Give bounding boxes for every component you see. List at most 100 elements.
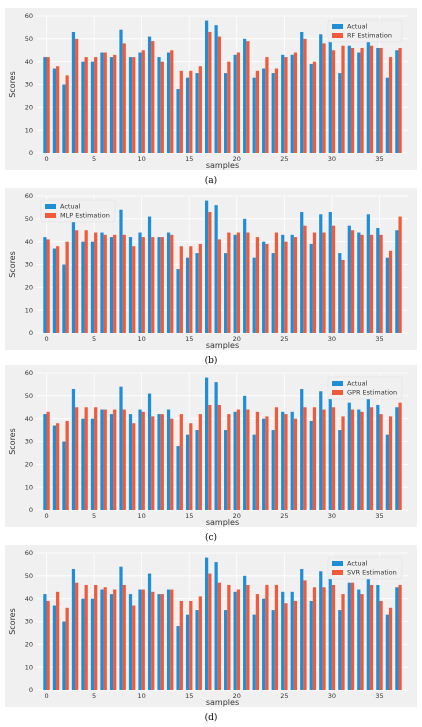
- bar-actual-36: [385, 257, 389, 333]
- bar-estimate-9: [132, 423, 136, 510]
- bar-actual-13: [166, 589, 171, 690]
- bar-estimate-34: [369, 407, 374, 510]
- bar-actual-21: [243, 38, 247, 153]
- bar-actual-29: [319, 214, 323, 333]
- bar-actual-4: [81, 598, 85, 690]
- x-tick-label: 20: [233, 512, 241, 520]
- bar-actual-31: [338, 430, 342, 510]
- x-tick-label: 15: [185, 335, 193, 343]
- bar-actual-4: [81, 61, 85, 153]
- bar-estimate-22: [255, 70, 260, 153]
- x-tick-label: 5: [92, 692, 96, 700]
- legend-swatch: [332, 381, 343, 386]
- bar-actual-15: [185, 257, 190, 333]
- bar-actual-5: [90, 598, 95, 690]
- bar-estimate-13: [170, 589, 174, 690]
- bar-estimate-22: [255, 237, 260, 333]
- bar-actual-0: [43, 594, 47, 690]
- bar-actual-37: [395, 587, 399, 690]
- bar-estimate-5: [94, 584, 98, 690]
- bar-actual-7: [109, 237, 114, 333]
- bar-actual-34: [366, 575, 370, 690]
- x-tick-label: 10: [138, 155, 146, 163]
- y-tick-label: 0: [29, 149, 33, 157]
- bar-actual-21: [243, 218, 247, 333]
- x-tick-label: 35: [375, 155, 383, 163]
- x-tick-label: 20: [233, 155, 241, 163]
- bar-estimate-5: [94, 57, 98, 153]
- bar-estimate-33: [360, 234, 364, 333]
- bar-actual-9: [128, 57, 133, 153]
- bar-estimate-21: [246, 409, 250, 510]
- bar-estimate-3: [75, 582, 79, 690]
- bar-estimate-16: [198, 243, 202, 333]
- y-tick-label: 50: [25, 392, 33, 400]
- chart-panel-0: 0 10 20 30 40 50 60 0 5 10 15 20 25 30 35 samples Scores…: [5, 8, 417, 170]
- bar-estimate-1: [56, 246, 60, 333]
- bar-actual-22: [252, 77, 256, 153]
- bar-actual-6: [100, 409, 104, 510]
- bar-actual-4: [81, 418, 85, 510]
- bar-estimate-34: [369, 234, 374, 333]
- bar-estimate-7: [113, 409, 117, 510]
- legend-swatch: [332, 33, 343, 38]
- bar-estimate-19: [227, 61, 231, 153]
- bar-estimate-18: [217, 404, 221, 510]
- bar-estimate-33: [360, 47, 364, 153]
- bar-estimate-8: [122, 234, 126, 333]
- bar-actual-17: [205, 20, 209, 153]
- bar-actual-15: [185, 614, 190, 690]
- bar-actual-3: [71, 211, 76, 333]
- y-tick-label: 60: [25, 369, 33, 377]
- x-tick-label: 30: [328, 692, 336, 700]
- bar-estimate-35: [379, 47, 383, 153]
- bar-actual-21: [243, 575, 247, 690]
- bar-actual-28: [309, 243, 313, 333]
- bar-estimate-6: [103, 52, 107, 153]
- legend-entry: Actual: [60, 203, 81, 211]
- bar-actual-35: [376, 227, 380, 333]
- bar-estimate-36: [388, 607, 393, 690]
- x-tick-label: 10: [138, 692, 146, 700]
- bar-estimate-1: [56, 66, 60, 153]
- bar-estimate-32: [350, 230, 355, 333]
- bar-actual-36: [385, 77, 389, 153]
- bar-estimate-15: [189, 423, 193, 510]
- bar-actual-33: [357, 409, 361, 510]
- bar-estimate-28: [312, 61, 317, 153]
- y-tick-label: 60: [25, 549, 33, 557]
- bar-estimate-26: [293, 600, 298, 690]
- bar-estimate-24: [274, 68, 279, 153]
- y-tick-label: 10: [25, 483, 33, 491]
- y-tick-label: 50: [25, 35, 33, 43]
- bar-estimate-22: [255, 411, 260, 510]
- bar-actual-24: [271, 430, 275, 510]
- bar-actual-17: [205, 377, 209, 510]
- bar-estimate-3: [75, 38, 79, 153]
- bar-estimate-23: [265, 416, 269, 510]
- x-tick-label: 20: [233, 335, 241, 343]
- y-tick-label: 10: [25, 126, 33, 134]
- bar-estimate-0: [46, 600, 50, 690]
- bar-actual-10: [138, 589, 142, 690]
- bar-estimate-18: [217, 239, 221, 333]
- bar-estimate-2: [65, 241, 69, 333]
- bar-actual-19: [224, 73, 228, 153]
- y-tick-label: 20: [25, 104, 33, 112]
- bar-actual-9: [128, 414, 133, 510]
- bar-estimate-4: [84, 584, 88, 690]
- x-tick-label: 25: [280, 155, 288, 163]
- legend-entry: SVR Estimation: [347, 569, 397, 577]
- bar-actual-32: [347, 225, 351, 333]
- bar-estimate-24: [274, 232, 279, 333]
- x-tick-label: 5: [92, 512, 96, 520]
- bar-estimate-20: [236, 409, 240, 510]
- bar-actual-10: [138, 409, 142, 510]
- bar-actual-5: [90, 241, 95, 333]
- legend-swatch: [332, 24, 343, 29]
- bar-actual-26: [290, 591, 294, 690]
- bar-actual-29: [319, 571, 323, 690]
- y-tick-label: 30: [25, 618, 33, 626]
- bar-estimate-5: [94, 407, 98, 510]
- bar-actual-11: [147, 573, 152, 690]
